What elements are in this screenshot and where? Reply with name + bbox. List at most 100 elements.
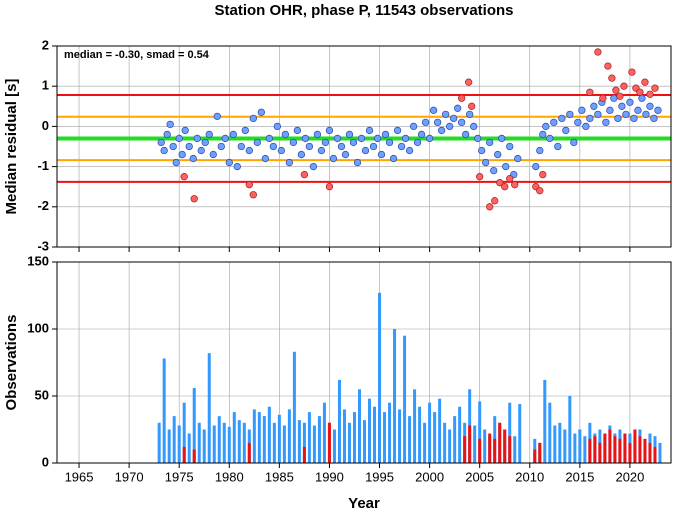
point: [441, 110, 450, 118]
point: [281, 130, 290, 139]
point: [157, 138, 165, 147]
y-axis-label: Observations: [3, 315, 20, 411]
point: [618, 102, 626, 110]
point: [494, 150, 502, 159]
bar: [378, 292, 382, 463]
point: [329, 154, 338, 163]
point: [373, 134, 382, 143]
bar: [302, 422, 306, 463]
point: [213, 112, 221, 120]
point: [636, 88, 644, 96]
bar: [593, 436, 597, 463]
point: [482, 158, 490, 167]
point: [486, 138, 494, 147]
point: [185, 142, 193, 151]
point: [608, 74, 616, 82]
point: [486, 203, 494, 211]
point: [562, 126, 570, 135]
bar: [533, 449, 537, 463]
point: [293, 126, 302, 135]
point: [491, 197, 499, 205]
point: [181, 126, 189, 135]
point: [566, 110, 574, 118]
bar: [583, 436, 587, 463]
bar: [493, 438, 497, 463]
bar: [448, 429, 452, 463]
point: [349, 138, 358, 147]
y-tick-label: 2: [42, 37, 49, 52]
point: [249, 114, 257, 123]
bar: [463, 436, 467, 463]
bar: [373, 406, 377, 463]
bar: [478, 401, 482, 463]
y-tick-label: 1: [42, 78, 49, 93]
bar: [563, 429, 567, 463]
point: [570, 138, 578, 147]
point: [578, 106, 586, 114]
bar: [192, 387, 196, 463]
bar: [438, 398, 442, 463]
point: [462, 130, 470, 139]
point: [421, 118, 430, 127]
point: [201, 138, 209, 147]
point: [478, 146, 486, 155]
point: [172, 158, 180, 167]
bar: [368, 398, 372, 463]
bar: [498, 422, 502, 463]
bar: [588, 438, 592, 463]
bar: [413, 389, 417, 463]
point: [253, 138, 261, 147]
point: [229, 130, 237, 139]
point: [536, 146, 544, 155]
point: [361, 146, 370, 155]
point: [574, 118, 582, 127]
point: [197, 146, 205, 155]
bar: [598, 442, 602, 463]
point: [606, 106, 614, 114]
point: [445, 122, 454, 131]
bar: [307, 412, 311, 463]
bar: [428, 402, 432, 463]
bar: [177, 425, 181, 463]
bar: [337, 379, 341, 463]
x-tick-label: 1990: [315, 469, 344, 484]
point: [622, 110, 630, 118]
bar: [312, 425, 316, 463]
point: [539, 130, 547, 139]
bar: [267, 406, 271, 463]
bar: [277, 414, 281, 463]
point: [381, 130, 390, 139]
point: [300, 170, 309, 179]
point: [642, 110, 650, 118]
point: [325, 183, 334, 191]
point: [325, 126, 334, 135]
point: [466, 110, 474, 118]
bar: [538, 442, 542, 463]
point: [604, 62, 612, 70]
point: [221, 134, 229, 143]
point: [357, 134, 366, 143]
bar: [388, 402, 392, 463]
point: [345, 130, 354, 139]
bar: [222, 422, 226, 463]
bar: [603, 433, 607, 463]
point: [409, 122, 418, 131]
bar: [488, 433, 492, 463]
point: [628, 68, 636, 76]
bar: [182, 446, 186, 463]
bar: [162, 358, 166, 463]
point: [178, 150, 186, 159]
point: [651, 84, 659, 92]
bar: [232, 412, 236, 463]
point: [594, 48, 602, 56]
bar: [443, 422, 447, 463]
y-tick-label: -1: [37, 158, 49, 173]
point: [449, 114, 458, 123]
bar: [357, 389, 361, 463]
point: [458, 118, 466, 127]
point: [417, 130, 426, 139]
point: [511, 181, 519, 189]
point: [433, 118, 442, 127]
point: [458, 94, 466, 102]
bar: [548, 402, 552, 463]
